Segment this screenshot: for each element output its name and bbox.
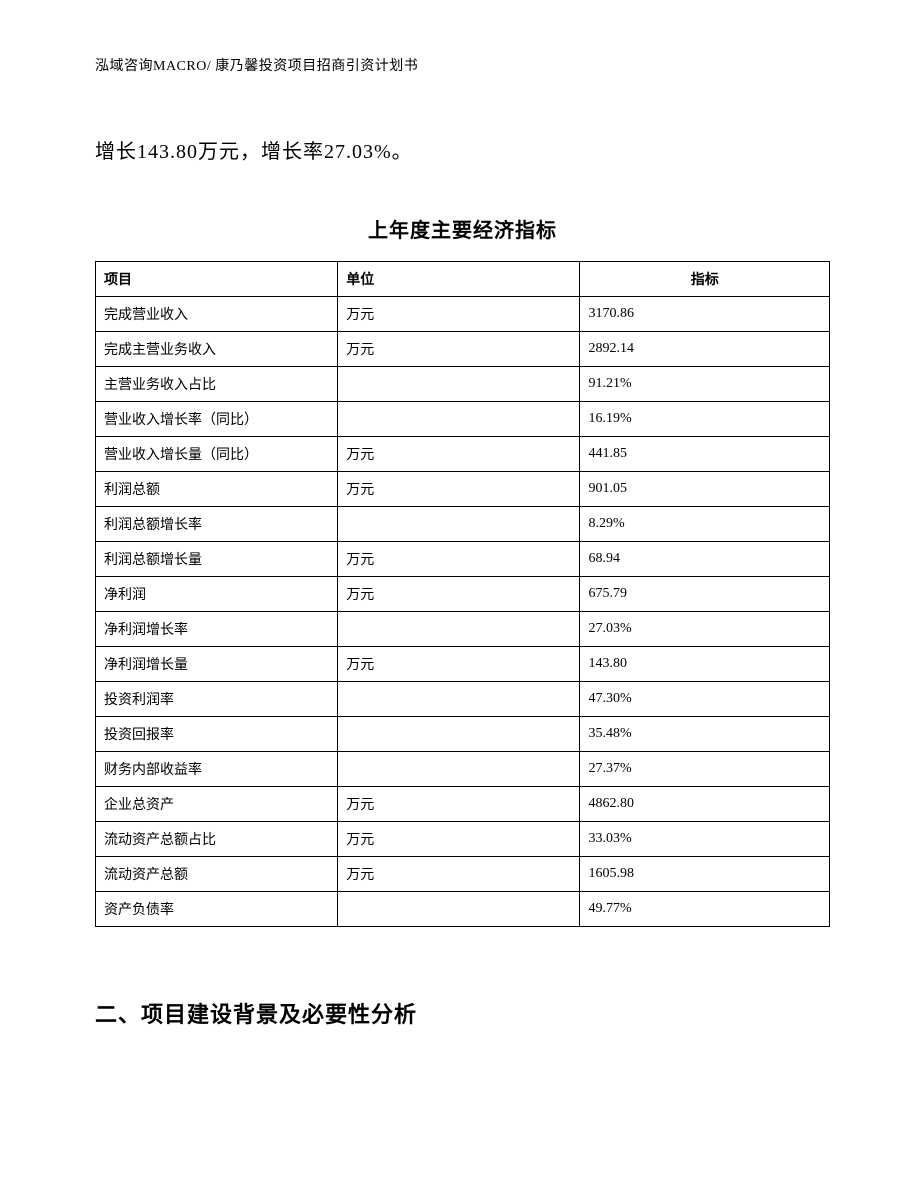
table-cell: 33.03% — [580, 822, 830, 857]
table-cell: 营业收入增长率（同比） — [96, 402, 338, 437]
table-cell: 万元 — [338, 332, 580, 367]
table-cell: 68.94 — [580, 542, 830, 577]
table-cell: 4862.80 — [580, 787, 830, 822]
table-cell: 净利润增长量 — [96, 647, 338, 682]
table-row: 企业总资产万元4862.80 — [96, 787, 830, 822]
table-row: 财务内部收益率 27.37% — [96, 752, 830, 787]
table-cell: 完成营业收入 — [96, 297, 338, 332]
table-row: 流动资产总额万元1605.98 — [96, 857, 830, 892]
table-cell: 8.29% — [580, 507, 830, 542]
table-cell: 万元 — [338, 297, 580, 332]
table-cell — [338, 682, 580, 717]
table-cell — [338, 402, 580, 437]
table-cell — [338, 717, 580, 752]
table-cell — [338, 367, 580, 402]
table-row: 资产负债率 49.77% — [96, 892, 830, 927]
table-cell: 投资回报率 — [96, 717, 338, 752]
table-cell: 利润总额增长率 — [96, 507, 338, 542]
table-cell: 万元 — [338, 577, 580, 612]
table-row: 主营业务收入占比 91.21% — [96, 367, 830, 402]
table-cell: 143.80 — [580, 647, 830, 682]
table-cell: 主营业务收入占比 — [96, 367, 338, 402]
table-cell: 净利润增长率 — [96, 612, 338, 647]
table-row: 利润总额增长量万元68.94 — [96, 542, 830, 577]
table-title: 上年度主要经济指标 — [95, 214, 830, 243]
table-cell: 资产负债率 — [96, 892, 338, 927]
intro-paragraph: 增长143.80万元，增长率27.03%。 — [95, 135, 830, 164]
table-cell: 万元 — [338, 647, 580, 682]
table-cell: 万元 — [338, 472, 580, 507]
table-row: 净利润增长率 27.03% — [96, 612, 830, 647]
column-header-value: 指标 — [580, 262, 830, 297]
table-cell: 47.30% — [580, 682, 830, 717]
table-cell: 投资利润率 — [96, 682, 338, 717]
column-header-item: 项目 — [96, 262, 338, 297]
table-cell: 流动资产总额 — [96, 857, 338, 892]
table-cell: 27.03% — [580, 612, 830, 647]
table-cell: 利润总额增长量 — [96, 542, 338, 577]
table-row: 净利润增长量万元143.80 — [96, 647, 830, 682]
table-cell: 财务内部收益率 — [96, 752, 338, 787]
table-cell — [338, 892, 580, 927]
table-cell: 万元 — [338, 787, 580, 822]
table-cell: 16.19% — [580, 402, 830, 437]
table-cell: 流动资产总额占比 — [96, 822, 338, 857]
table-cell: 27.37% — [580, 752, 830, 787]
table-row: 利润总额增长率 8.29% — [96, 507, 830, 542]
table-cell: 91.21% — [580, 367, 830, 402]
table-cell: 49.77% — [580, 892, 830, 927]
table-row: 完成营业收入万元3170.86 — [96, 297, 830, 332]
table-row: 投资回报率 35.48% — [96, 717, 830, 752]
page-header: 泓域咨询MACRO/ 康乃馨投资项目招商引资计划书 — [95, 55, 830, 75]
table-cell — [338, 612, 580, 647]
table-cell: 35.48% — [580, 717, 830, 752]
table-cell: 完成主营业务收入 — [96, 332, 338, 367]
table-cell — [338, 507, 580, 542]
table-row: 净利润万元675.79 — [96, 577, 830, 612]
table-row: 完成主营业务收入万元2892.14 — [96, 332, 830, 367]
table-cell: 净利润 — [96, 577, 338, 612]
table-cell — [338, 752, 580, 787]
table-cell: 万元 — [338, 437, 580, 472]
table-cell: 675.79 — [580, 577, 830, 612]
table-cell: 万元 — [338, 857, 580, 892]
table-cell: 441.85 — [580, 437, 830, 472]
table-cell: 企业总资产 — [96, 787, 338, 822]
table-cell: 利润总额 — [96, 472, 338, 507]
table-cell: 901.05 — [580, 472, 830, 507]
table-cell: 2892.14 — [580, 332, 830, 367]
table-cell: 营业收入增长量（同比） — [96, 437, 338, 472]
economic-indicators-table: 项目 单位 指标 完成营业收入万元3170.86完成主营业务收入万元2892.1… — [95, 261, 830, 927]
table-cell: 1605.98 — [580, 857, 830, 892]
table-header-row: 项目 单位 指标 — [96, 262, 830, 297]
table-row: 利润总额万元901.05 — [96, 472, 830, 507]
table-row: 流动资产总额占比万元33.03% — [96, 822, 830, 857]
table-cell: 万元 — [338, 822, 580, 857]
section-heading: 二、项目建设背景及必要性分析 — [95, 997, 830, 1029]
table-row: 投资利润率 47.30% — [96, 682, 830, 717]
table-cell: 万元 — [338, 542, 580, 577]
table-cell: 3170.86 — [580, 297, 830, 332]
table-row: 营业收入增长率（同比） 16.19% — [96, 402, 830, 437]
column-header-unit: 单位 — [338, 262, 580, 297]
table-row: 营业收入增长量（同比）万元441.85 — [96, 437, 830, 472]
